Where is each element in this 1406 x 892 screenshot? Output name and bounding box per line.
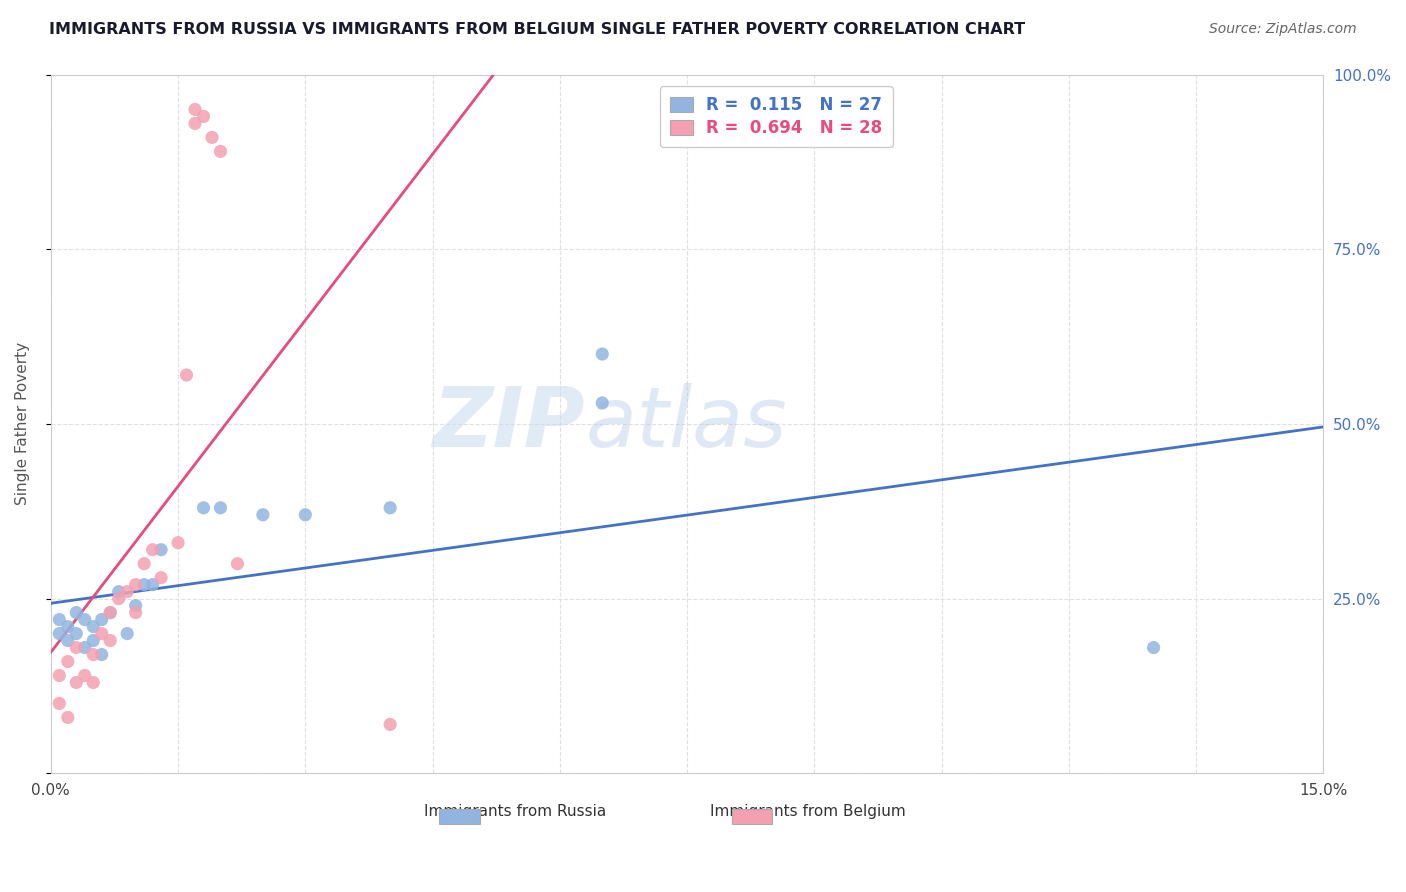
- Point: [294, 508, 316, 522]
- Point: [209, 500, 232, 515]
- Point: [82, 633, 104, 648]
- Point: [150, 542, 173, 557]
- Text: Source: ZipAtlas.com: Source: ZipAtlas.com: [1209, 22, 1357, 37]
- Point: [150, 571, 173, 585]
- Point: [90, 626, 112, 640]
- FancyBboxPatch shape: [731, 809, 772, 824]
- Point: [65, 640, 87, 655]
- Point: [98, 606, 121, 620]
- Point: [82, 619, 104, 633]
- Point: [591, 396, 613, 410]
- Point: [90, 613, 112, 627]
- Point: [56, 655, 79, 669]
- Point: [73, 613, 96, 627]
- Point: [48, 626, 70, 640]
- Legend: R =  0.115   N = 27, R =  0.694   N = 28: R = 0.115 N = 27, R = 0.694 N = 28: [659, 87, 893, 147]
- Point: [56, 619, 79, 633]
- Point: [252, 508, 274, 522]
- Point: [56, 710, 79, 724]
- Point: [591, 347, 613, 361]
- Point: [378, 500, 401, 515]
- Point: [65, 675, 87, 690]
- Text: Immigrants from Belgium: Immigrants from Belgium: [710, 804, 905, 819]
- Point: [107, 584, 129, 599]
- Point: [107, 591, 129, 606]
- Point: [82, 675, 104, 690]
- Point: [65, 626, 87, 640]
- Point: [48, 697, 70, 711]
- Point: [134, 577, 156, 591]
- Point: [98, 606, 121, 620]
- Point: [193, 110, 215, 124]
- Point: [73, 668, 96, 682]
- Y-axis label: Single Father Poverty: Single Father Poverty: [15, 343, 30, 506]
- Point: [115, 626, 138, 640]
- Text: atlas: atlas: [585, 384, 787, 465]
- Point: [142, 577, 165, 591]
- Point: [115, 584, 138, 599]
- Point: [124, 599, 146, 613]
- Point: [378, 717, 401, 731]
- Point: [124, 577, 146, 591]
- Point: [134, 557, 156, 571]
- Point: [176, 368, 198, 382]
- Point: [201, 130, 224, 145]
- Point: [82, 648, 104, 662]
- Point: [184, 103, 207, 117]
- Point: [65, 606, 87, 620]
- Point: [1142, 640, 1164, 655]
- Point: [98, 633, 121, 648]
- Point: [90, 648, 112, 662]
- Point: [124, 606, 146, 620]
- Point: [73, 640, 96, 655]
- Point: [209, 145, 232, 159]
- Point: [193, 500, 215, 515]
- Point: [48, 668, 70, 682]
- Text: IMMIGRANTS FROM RUSSIA VS IMMIGRANTS FROM BELGIUM SINGLE FATHER POVERTY CORRELAT: IMMIGRANTS FROM RUSSIA VS IMMIGRANTS FRO…: [49, 22, 1025, 37]
- Text: Immigrants from Russia: Immigrants from Russia: [425, 804, 606, 819]
- Point: [226, 557, 249, 571]
- Point: [167, 535, 190, 549]
- Point: [184, 116, 207, 130]
- Point: [56, 633, 79, 648]
- Point: [142, 542, 165, 557]
- Point: [48, 613, 70, 627]
- Text: ZIP: ZIP: [433, 384, 585, 465]
- FancyBboxPatch shape: [439, 809, 479, 824]
